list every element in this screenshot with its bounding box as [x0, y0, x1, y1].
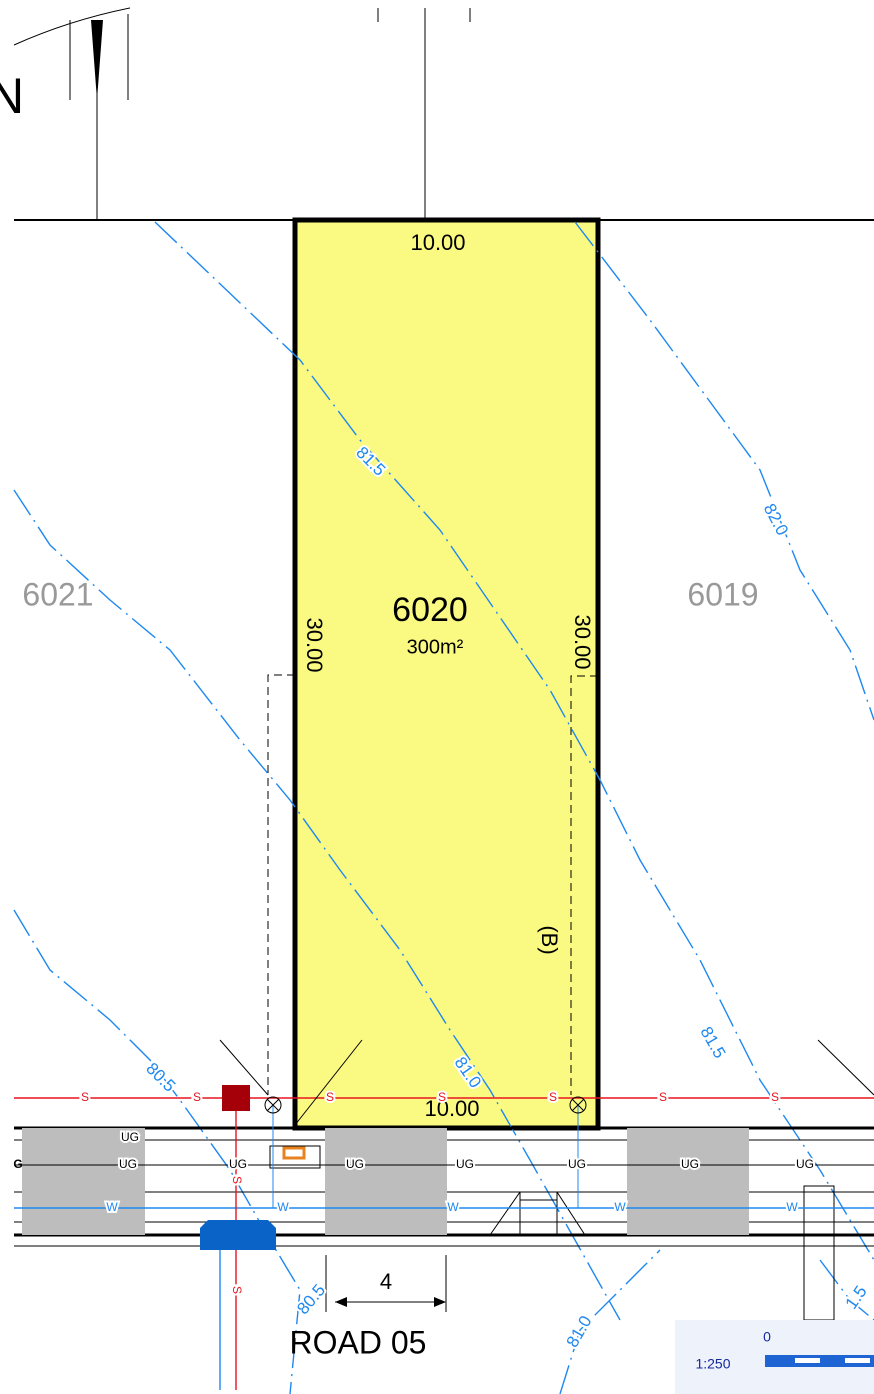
service-label: S	[326, 1090, 334, 1104]
structure	[803, 1185, 835, 1321]
connection	[264, 1096, 587, 1114]
dimension	[325, 1255, 447, 1312]
side-left: 30.00	[302, 617, 327, 672]
hydrant	[200, 1220, 276, 1250]
north-arc	[13, 7, 131, 46]
contour	[13, 489, 621, 1321]
contour-label: 81.5	[696, 1023, 729, 1061]
contour-label: 80.5	[142, 1059, 179, 1096]
service-label: S	[549, 1090, 557, 1104]
scale-bar	[795, 1358, 820, 1363]
service-label: UG	[681, 1157, 699, 1171]
contour-label: 82.0	[760, 500, 792, 538]
service-label: UG	[456, 1157, 474, 1171]
service-label: W	[786, 1200, 798, 1214]
service-label: S	[771, 1090, 779, 1104]
contour	[13, 909, 301, 1394]
leader-line	[219, 1039, 874, 1126]
frontage-top: 10.00	[410, 230, 465, 255]
gas-label: G	[13, 1157, 22, 1171]
service-label: S	[438, 1090, 446, 1104]
dimension-arrow	[335, 1297, 446, 1307]
service-label: S	[230, 1286, 244, 1294]
service-label: W	[106, 1200, 118, 1214]
service-label: UG	[346, 1157, 364, 1171]
service-label: UG	[119, 1157, 137, 1171]
side-right: 30.00	[570, 614, 595, 669]
easement-label: (B)	[537, 925, 562, 954]
service-label: S	[81, 1090, 89, 1104]
contour-label: 80.5	[293, 1281, 329, 1319]
neighbour-lot: 6021	[22, 576, 93, 612]
scale-bar	[845, 1358, 870, 1363]
north-arrow	[91, 20, 103, 100]
scale-ratio: 1:250	[695, 1356, 730, 1372]
lot-number: 6020	[392, 591, 468, 629]
service-label: UG	[568, 1157, 586, 1171]
service-label: S	[193, 1090, 201, 1104]
neighbour-lot: 6019	[687, 576, 758, 612]
driveway	[325, 1128, 447, 1235]
pit	[269, 1145, 321, 1169]
north-label: N	[0, 68, 24, 124]
lot	[292, 217, 601, 1131]
road-name: ROAD 05	[290, 1324, 427, 1360]
contour	[574, 221, 874, 721]
driveway	[22, 1128, 145, 1235]
contour-label: 81.0	[563, 1312, 596, 1350]
service-label: W	[447, 1200, 459, 1214]
contour	[559, 1249, 661, 1394]
service-label: S	[230, 1176, 244, 1184]
easement-line	[267, 674, 598, 1095]
service-label: UG	[121, 1130, 139, 1144]
lot-area: 300m²	[407, 636, 464, 658]
service-label: UG	[796, 1157, 814, 1171]
contour	[819, 1259, 874, 1321]
service-label: S	[659, 1090, 667, 1104]
service-label: W	[614, 1200, 626, 1214]
structure	[489, 1191, 586, 1236]
scale-start: 0	[763, 1329, 771, 1345]
dimension-label: 4	[380, 1269, 392, 1294]
frontage-bottom: 10.00	[424, 1096, 479, 1121]
contour	[154, 221, 874, 1261]
driveway	[627, 1128, 749, 1235]
meter	[282, 1146, 306, 1160]
service-label: UG	[229, 1157, 247, 1171]
contour-label: 1.5	[842, 1282, 871, 1312]
sewer-junction	[222, 1085, 250, 1111]
service-label: W	[277, 1200, 289, 1214]
